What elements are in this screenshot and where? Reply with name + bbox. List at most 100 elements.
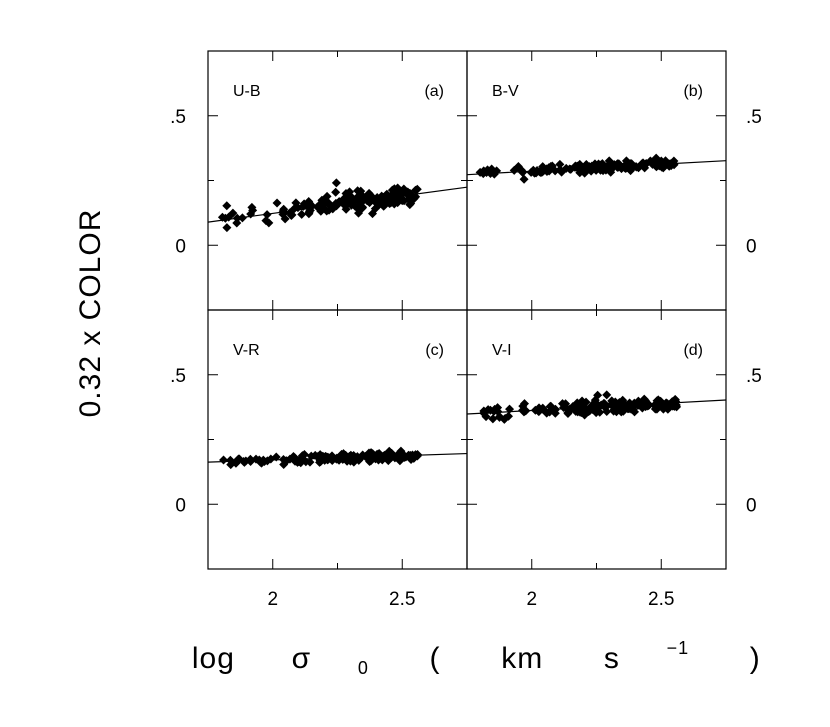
data-point bbox=[320, 452, 330, 462]
x-tick-label: 2.5 bbox=[389, 589, 415, 610]
data-point bbox=[371, 196, 381, 206]
x-tick-label: 2 bbox=[526, 589, 537, 610]
data-point bbox=[331, 178, 341, 188]
data-point bbox=[602, 390, 612, 400]
data-point bbox=[558, 399, 568, 409]
data-point bbox=[356, 186, 366, 196]
data-point bbox=[657, 162, 667, 172]
fit-line bbox=[208, 452, 467, 463]
data-point bbox=[626, 404, 636, 414]
data-point bbox=[219, 455, 229, 465]
y-tick-label: 0 bbox=[175, 495, 186, 516]
data-point bbox=[518, 401, 528, 411]
data-point bbox=[561, 163, 571, 173]
data-point bbox=[364, 188, 374, 198]
data-point bbox=[393, 198, 403, 208]
panel-color-label: V-R bbox=[233, 342, 260, 359]
x-axis-title-prefix: log bbox=[192, 642, 235, 675]
y-tick-label: .5 bbox=[170, 366, 186, 387]
data-point bbox=[228, 208, 238, 218]
fit-line bbox=[208, 186, 467, 223]
data-point bbox=[324, 205, 334, 215]
data-point bbox=[606, 159, 616, 169]
data-point bbox=[504, 411, 514, 421]
panel-v-i: .5 0 2 2.5 V-I (d) bbox=[466, 309, 762, 610]
data-point bbox=[644, 400, 654, 410]
y-tick-label: .5 bbox=[746, 107, 762, 128]
data-point bbox=[330, 201, 340, 211]
x-axis-title-open-paren: ( bbox=[430, 642, 441, 675]
data-point bbox=[668, 401, 678, 411]
data-point bbox=[633, 396, 643, 406]
data-point bbox=[575, 162, 585, 172]
data-point bbox=[279, 460, 289, 470]
data-point bbox=[575, 168, 585, 178]
y-axis-title: 0.32 x COLOR bbox=[74, 209, 107, 418]
data-point bbox=[513, 162, 523, 172]
scatter-points bbox=[217, 178, 422, 233]
data-point bbox=[366, 456, 376, 466]
x-axis-title-superscript: −1 bbox=[667, 638, 690, 658]
data-point bbox=[519, 174, 529, 184]
x-tick-label: 2 bbox=[267, 589, 278, 610]
x-axis-title-subscript: 0 bbox=[358, 658, 369, 678]
data-point bbox=[545, 402, 555, 412]
panel-tag-label: (d) bbox=[683, 342, 703, 359]
panel-color-label: B-V bbox=[492, 83, 519, 100]
panel-tag-label: (b) bbox=[683, 83, 703, 100]
data-point bbox=[398, 185, 408, 195]
data-point bbox=[357, 203, 367, 213]
data-point bbox=[373, 453, 383, 463]
data-point bbox=[386, 198, 396, 208]
x-tick-label: 2.5 bbox=[648, 589, 674, 610]
data-point bbox=[575, 407, 585, 417]
data-point bbox=[405, 200, 415, 210]
data-point bbox=[305, 457, 315, 467]
data-point bbox=[332, 454, 342, 464]
data-point bbox=[331, 187, 341, 197]
data-point bbox=[259, 457, 269, 467]
data-point bbox=[272, 198, 282, 208]
data-point bbox=[555, 159, 565, 169]
data-point bbox=[299, 199, 309, 209]
fit-line bbox=[467, 399, 726, 415]
data-point bbox=[341, 189, 351, 199]
x-axis-title-unit: km bbox=[501, 642, 543, 675]
x-axis-title-unit2: s bbox=[604, 642, 620, 675]
data-point bbox=[261, 216, 271, 226]
panel-u-b: .5 0 U-B (a) bbox=[170, 50, 468, 311]
data-point bbox=[291, 198, 301, 208]
x-axis-title-symbol: σ bbox=[292, 642, 312, 675]
panel-color-label: V-I bbox=[492, 342, 512, 359]
data-point bbox=[610, 397, 620, 407]
data-point bbox=[379, 201, 389, 211]
data-point bbox=[412, 184, 422, 194]
panels: .5 0 U-B (a) .5 0 B-V (b) .5 0 2 2.5 V-R (c) .5 0 2 2.5 V-… bbox=[170, 50, 762, 610]
data-point bbox=[606, 167, 616, 177]
data-point bbox=[322, 191, 332, 201]
x-axis-title-close-paren: ) bbox=[750, 642, 761, 675]
data-point bbox=[653, 395, 663, 405]
data-point bbox=[585, 406, 595, 416]
panel-b-v: .5 0 B-V (b) bbox=[466, 50, 762, 311]
y-tick-label: .5 bbox=[746, 366, 762, 387]
data-point bbox=[222, 223, 232, 233]
data-point bbox=[297, 209, 307, 219]
data-point bbox=[577, 399, 587, 409]
panel-color-label: U-B bbox=[233, 83, 261, 100]
data-point bbox=[222, 201, 232, 211]
data-point bbox=[354, 455, 364, 465]
data-point bbox=[286, 210, 296, 220]
data-point bbox=[651, 159, 661, 169]
data-point bbox=[368, 209, 378, 219]
y-tick-label: 0 bbox=[746, 495, 757, 516]
data-point bbox=[384, 446, 394, 456]
data-point bbox=[586, 164, 596, 174]
panel-tag-label: (c) bbox=[425, 342, 444, 359]
y-tick-label: .5 bbox=[170, 107, 186, 128]
data-point bbox=[546, 161, 556, 171]
panel-tag-label: (a) bbox=[424, 83, 444, 100]
panel-v-r: .5 0 2 2.5 V-R (c) bbox=[170, 309, 468, 610]
fit-line bbox=[467, 160, 726, 176]
